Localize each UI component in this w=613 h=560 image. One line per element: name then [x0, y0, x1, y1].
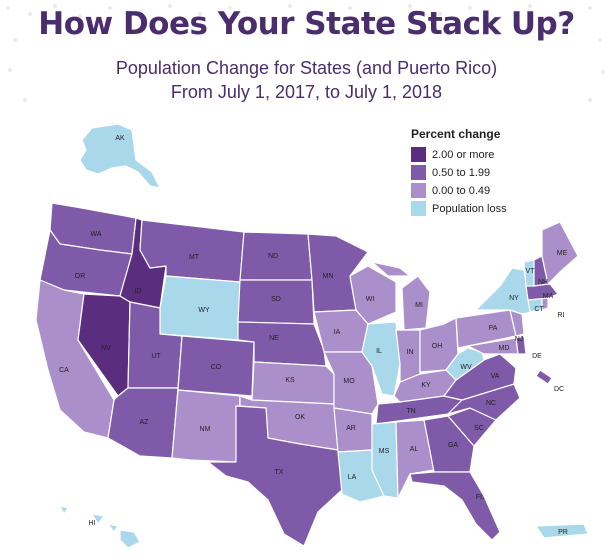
state-ga — [423, 415, 475, 473]
state-mi — [371, 261, 431, 331]
label-il: IL — [376, 348, 382, 355]
label-wi: WI — [366, 296, 375, 303]
label-wy: WY — [198, 307, 210, 314]
legend-item: 2.00 or more — [411, 146, 507, 163]
label-ky: KY — [421, 382, 431, 389]
state-hi — [59, 505, 141, 549]
legend-swatch — [411, 147, 426, 162]
label-pr: PR — [558, 529, 568, 536]
state-de — [515, 335, 527, 355]
label-az: AZ — [140, 419, 150, 426]
label-la: LA — [348, 474, 357, 481]
label-wa: WA — [90, 231, 101, 238]
label-ct: CT — [534, 306, 544, 313]
label-tn: TN — [406, 408, 415, 415]
label-nh: NH — [538, 279, 548, 286]
label-nj: NJ — [515, 336, 524, 343]
label-ne: NE — [269, 335, 279, 342]
legend-label: 0.50 to 1.99 — [432, 166, 491, 179]
legend-label: 2.00 or more — [432, 148, 495, 161]
label-ks: KS — [285, 377, 295, 384]
label-hi: HI — [89, 520, 96, 527]
label-pa: PA — [489, 325, 498, 332]
label-sc: SC — [474, 425, 484, 432]
state-ny — [475, 267, 533, 315]
label-ak: AK — [115, 135, 125, 142]
state-me — [541, 221, 579, 285]
label-sd: SD — [271, 296, 281, 303]
label-ny: NY — [509, 295, 519, 302]
legend-swatch — [411, 201, 426, 216]
label-co: CO — [211, 364, 222, 371]
label-nc: NC — [486, 400, 496, 407]
state-pr — [535, 523, 589, 539]
label-ms: MS — [379, 448, 390, 455]
state-dc — [535, 369, 553, 385]
label-al: AL — [410, 446, 419, 453]
label-ma: MA — [543, 293, 554, 300]
label-ar: AR — [346, 425, 356, 432]
legend-item: 0.50 to 1.99 — [411, 164, 507, 181]
legend-title: Percent change — [411, 127, 501, 141]
label-me: ME — [557, 250, 568, 257]
label-tx: TX — [275, 469, 284, 476]
state-al — [395, 419, 435, 499]
state-il — [361, 321, 401, 397]
state-in — [395, 329, 421, 383]
label-dc: DC — [554, 386, 564, 393]
label-md: MD — [499, 345, 510, 352]
label-va: VA — [491, 373, 500, 380]
label-mt: MT — [189, 254, 200, 261]
label-ut: UT — [151, 353, 161, 360]
state-tx — [207, 405, 343, 547]
label-ia: IA — [334, 329, 341, 336]
state-pa — [455, 309, 517, 349]
legend-label: Population loss — [432, 202, 507, 215]
legend-swatch — [411, 165, 426, 180]
state-ms — [371, 421, 399, 499]
legend-label: 0.00 to 0.49 — [432, 184, 491, 197]
label-nv: NV — [101, 345, 111, 352]
label-de: DE — [532, 353, 542, 360]
label-fl: FL — [476, 494, 484, 501]
legend-swatch — [411, 183, 426, 198]
state-nm — [171, 389, 241, 463]
label-ok: OK — [295, 414, 305, 421]
label-id: ID — [135, 288, 142, 295]
label-nd: ND — [268, 253, 278, 260]
label-in: IN — [407, 349, 414, 356]
label-nm: NM — [200, 426, 211, 433]
label-mn: MN — [323, 273, 334, 280]
subtitle-line-2: From July 1, 2017, to July 1, 2018 — [170, 82, 443, 102]
state-ak — [79, 123, 161, 189]
label-wv: WV — [460, 364, 472, 371]
state-fl — [409, 471, 501, 541]
state-ia — [313, 309, 369, 353]
state-wi — [349, 265, 397, 325]
label-ga: GA — [448, 442, 458, 449]
label-ri: RI — [558, 312, 565, 319]
subtitle-line-1: Population Change for States (and Puerto… — [115, 58, 498, 78]
state-wv — [445, 347, 485, 381]
state-md — [467, 337, 519, 355]
label-mo: MO — [343, 378, 355, 385]
label-mi: MI — [415, 302, 423, 309]
legend: Percent change 2.00 or more 0.50 to 1.99… — [411, 127, 507, 218]
label-vt: VT — [526, 268, 536, 275]
label-ca: CA — [59, 367, 69, 374]
label-oh: OH — [432, 343, 443, 350]
legend-item: 0.00 to 0.49 — [411, 182, 507, 199]
label-or: OR — [75, 273, 86, 280]
legend-item: Population loss — [411, 200, 507, 217]
page-title: How Does Your State Stack Up? — [38, 6, 575, 42]
